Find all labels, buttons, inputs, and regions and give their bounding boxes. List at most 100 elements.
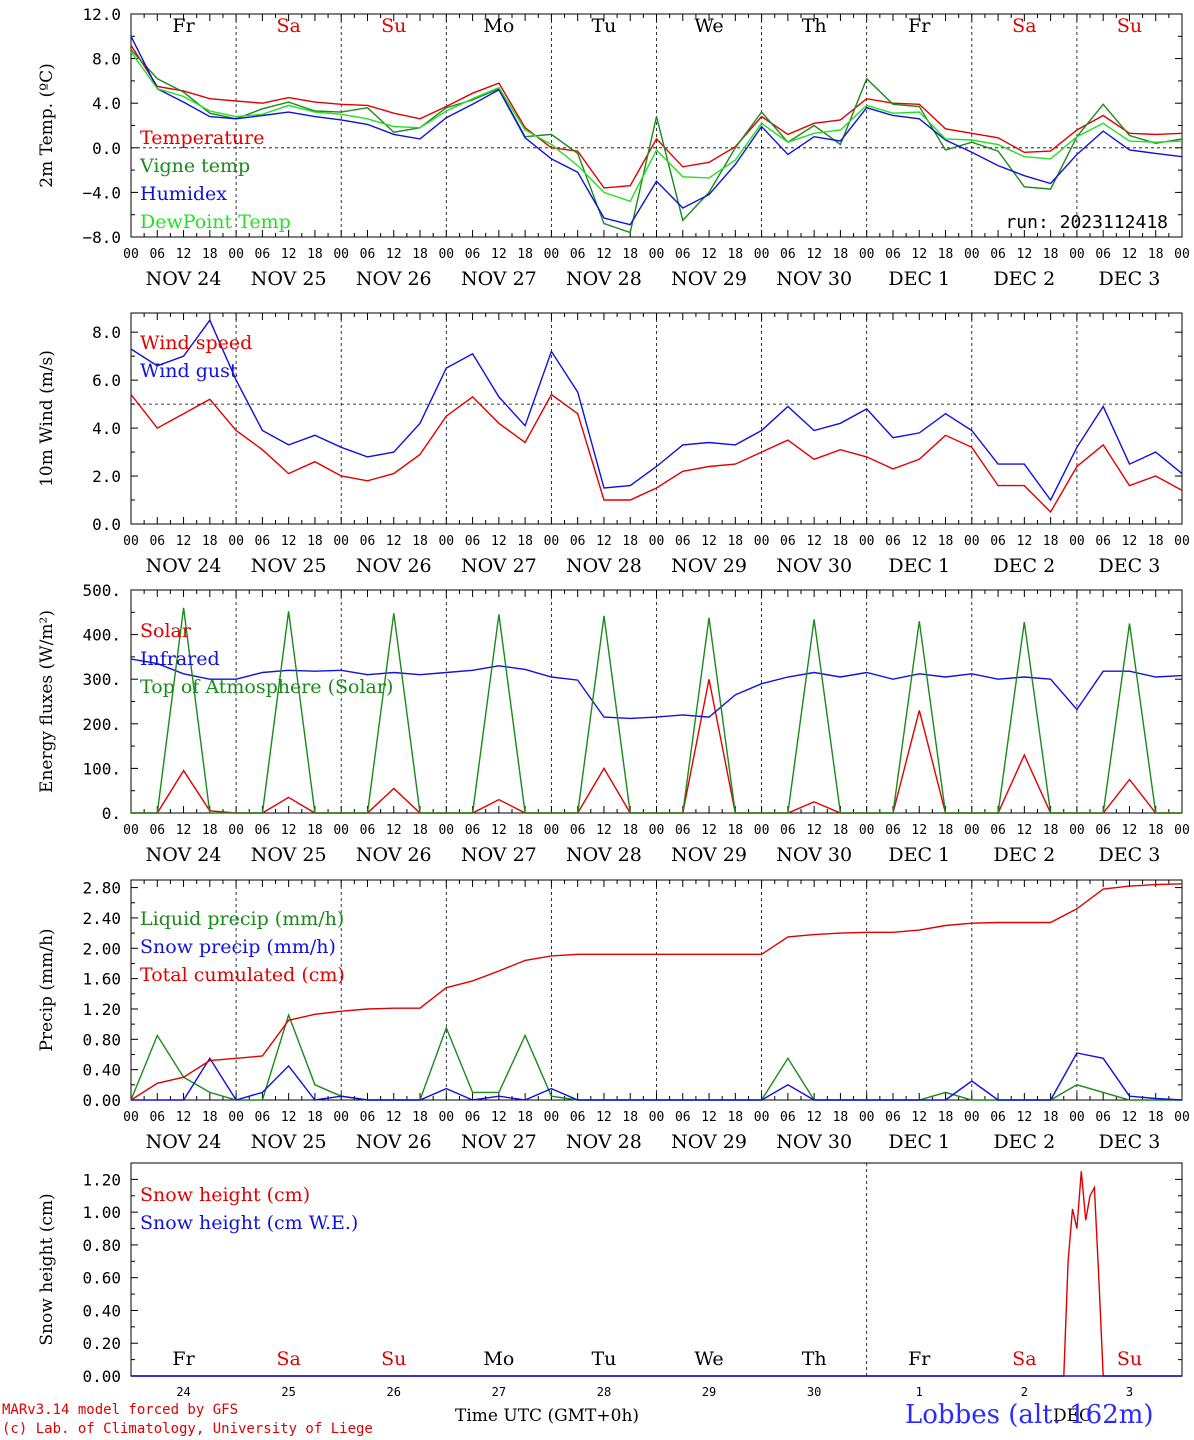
panel-3: 500. 400. 300. 200. 100. 0. Energy fluxes (W/m… bbox=[37, 581, 1190, 866]
x-hour-label: 06 bbox=[149, 534, 165, 549]
legend-entry: Humidex bbox=[140, 183, 227, 205]
legend-entry: Wind speed bbox=[140, 332, 252, 354]
x-hour-label: 00 bbox=[1069, 247, 1085, 262]
lab-credit: (c) Lab. of Climatology, University of L… bbox=[2, 1421, 373, 1437]
y-axis-label: Precip (mm/h) bbox=[37, 928, 57, 1051]
x-hour-label: 18 bbox=[833, 534, 849, 549]
x-hour-label: 00 bbox=[438, 247, 454, 262]
x-hour-label: 00 bbox=[754, 247, 770, 262]
x-hour-label: 00 bbox=[754, 534, 770, 549]
x-hour-label: 00 bbox=[438, 1110, 454, 1125]
day-of-week-label: Tu bbox=[591, 15, 616, 37]
x-hour-label: 00 bbox=[649, 823, 665, 838]
x-hour-label: 18 bbox=[622, 247, 638, 262]
x-hour-label: 12 bbox=[911, 1110, 927, 1125]
x-hour-label: 00 bbox=[1069, 1110, 1085, 1125]
x-hour-label: 18 bbox=[1043, 1110, 1059, 1125]
x-hour-label: 06 bbox=[570, 1110, 586, 1125]
x-hour-label: 00 bbox=[1174, 823, 1190, 838]
x-hour-label: 12 bbox=[386, 823, 402, 838]
legend-entry: Wind gust bbox=[140, 360, 238, 382]
x-hour-label: 18 bbox=[938, 534, 954, 549]
x-hour-label: 00 bbox=[438, 534, 454, 549]
x-date-label: DEC 3 bbox=[1099, 268, 1161, 290]
x-hour-label: 12 bbox=[701, 823, 717, 838]
x-hour-label: 06 bbox=[675, 247, 691, 262]
y-tick-label: 0.0 bbox=[92, 139, 121, 158]
x-hour-label: 00 bbox=[1174, 534, 1190, 549]
x-hour-label: 00 bbox=[1069, 823, 1085, 838]
y-tick-label: 0.40 bbox=[82, 1301, 121, 1320]
y-axis-label: 10m Wind (m/s) bbox=[37, 350, 57, 487]
x-hour-label: 18 bbox=[202, 534, 218, 549]
time-axis-title: Time UTC (GMT+0h) bbox=[455, 1406, 640, 1426]
series-line bbox=[130, 393, 1183, 514]
y-tick-label: 200. bbox=[82, 715, 121, 734]
series-line bbox=[130, 49, 1183, 234]
legend-entry: Top of Atmosphere (Solar) bbox=[140, 676, 393, 698]
x-hour-label: 12 bbox=[701, 534, 717, 549]
x-hour-label: 18 bbox=[833, 1110, 849, 1125]
x-day-number: 1 bbox=[916, 1385, 923, 1399]
x-hour-label: 12 bbox=[281, 1110, 297, 1125]
x-hour-label: 00 bbox=[333, 1110, 349, 1125]
x-hour-label: 00 bbox=[649, 534, 665, 549]
x-hour-label: 12 bbox=[386, 247, 402, 262]
y-tick-label: 0.00 bbox=[82, 1367, 121, 1386]
x-hour-label: 00 bbox=[544, 1110, 560, 1125]
legend-entry: Snow precip (mm/h) bbox=[140, 936, 336, 958]
x-hour-label: 18 bbox=[1148, 247, 1164, 262]
x-hour-label: 00 bbox=[964, 534, 980, 549]
panel-4: 2.80 2.40 2.00 1.60 1.20 0.80 0.40 0.00 Precip (… bbox=[37, 879, 1190, 1153]
x-hour-label: 12 bbox=[806, 1110, 822, 1125]
x-hour-label: 06 bbox=[360, 534, 376, 549]
x-date-label: NOV 26 bbox=[356, 844, 432, 866]
x-date-label: DEC 3 bbox=[1099, 555, 1161, 577]
x-date-label: DEC 2 bbox=[993, 268, 1055, 290]
y-axis-label: Snow height (cm) bbox=[37, 1193, 57, 1345]
x-hour-label: 12 bbox=[491, 1110, 507, 1125]
x-hour-label: 00 bbox=[1069, 534, 1085, 549]
x-date-label: DEC 2 bbox=[993, 555, 1055, 577]
x-date-label: NOV 25 bbox=[251, 268, 327, 290]
x-hour-label: 06 bbox=[149, 823, 165, 838]
x-hour-label: 06 bbox=[885, 823, 901, 838]
plot-frame bbox=[130, 13, 1183, 238]
x-hour-label: 18 bbox=[727, 534, 743, 549]
x-hour-label: 12 bbox=[596, 823, 612, 838]
x-hour-label: 06 bbox=[255, 823, 271, 838]
day-of-week-label: Sa bbox=[276, 1348, 300, 1370]
x-hour-label: 12 bbox=[491, 247, 507, 262]
x-hour-label: 06 bbox=[255, 1110, 271, 1125]
y-tick-label: 0.60 bbox=[82, 1269, 121, 1288]
x-hour-label: 00 bbox=[123, 823, 139, 838]
y-tick-label: 0.20 bbox=[82, 1334, 121, 1353]
x-date-label: NOV 27 bbox=[461, 268, 537, 290]
x-hour-label: 06 bbox=[149, 247, 165, 262]
x-hour-label: 12 bbox=[701, 1110, 717, 1125]
day-of-week-label: Tu bbox=[591, 1348, 616, 1370]
y-axis-label: 2m Temp. (ºC) bbox=[37, 63, 57, 188]
x-hour-label: 12 bbox=[1122, 534, 1138, 549]
x-hour-label: 06 bbox=[360, 247, 376, 262]
x-hour-label: 06 bbox=[570, 247, 586, 262]
legend-entry: DewPoint Temp bbox=[140, 211, 291, 233]
x-hour-label: 18 bbox=[938, 247, 954, 262]
x-hour-label: 00 bbox=[964, 1110, 980, 1125]
y-tick-label: 1.00 bbox=[82, 1203, 121, 1222]
x-date-label: DEC 3 bbox=[1099, 844, 1161, 866]
x-hour-label: 00 bbox=[1174, 247, 1190, 262]
day-of-week-label: Su bbox=[1117, 15, 1142, 37]
x-hour-label: 06 bbox=[570, 823, 586, 838]
y-tick-label: 0.80 bbox=[82, 1030, 121, 1049]
x-hour-label: 06 bbox=[570, 534, 586, 549]
x-hour-label: 00 bbox=[859, 534, 875, 549]
x-hour-label: 18 bbox=[833, 247, 849, 262]
legend-entry: Liquid precip (mm/h) bbox=[140, 908, 344, 930]
x-hour-label: 18 bbox=[307, 247, 323, 262]
x-date-label: NOV 27 bbox=[461, 1131, 537, 1153]
series-line bbox=[130, 658, 1183, 720]
y-tick-label: 8.0 bbox=[92, 50, 121, 69]
x-date-label: NOV 29 bbox=[671, 268, 747, 290]
